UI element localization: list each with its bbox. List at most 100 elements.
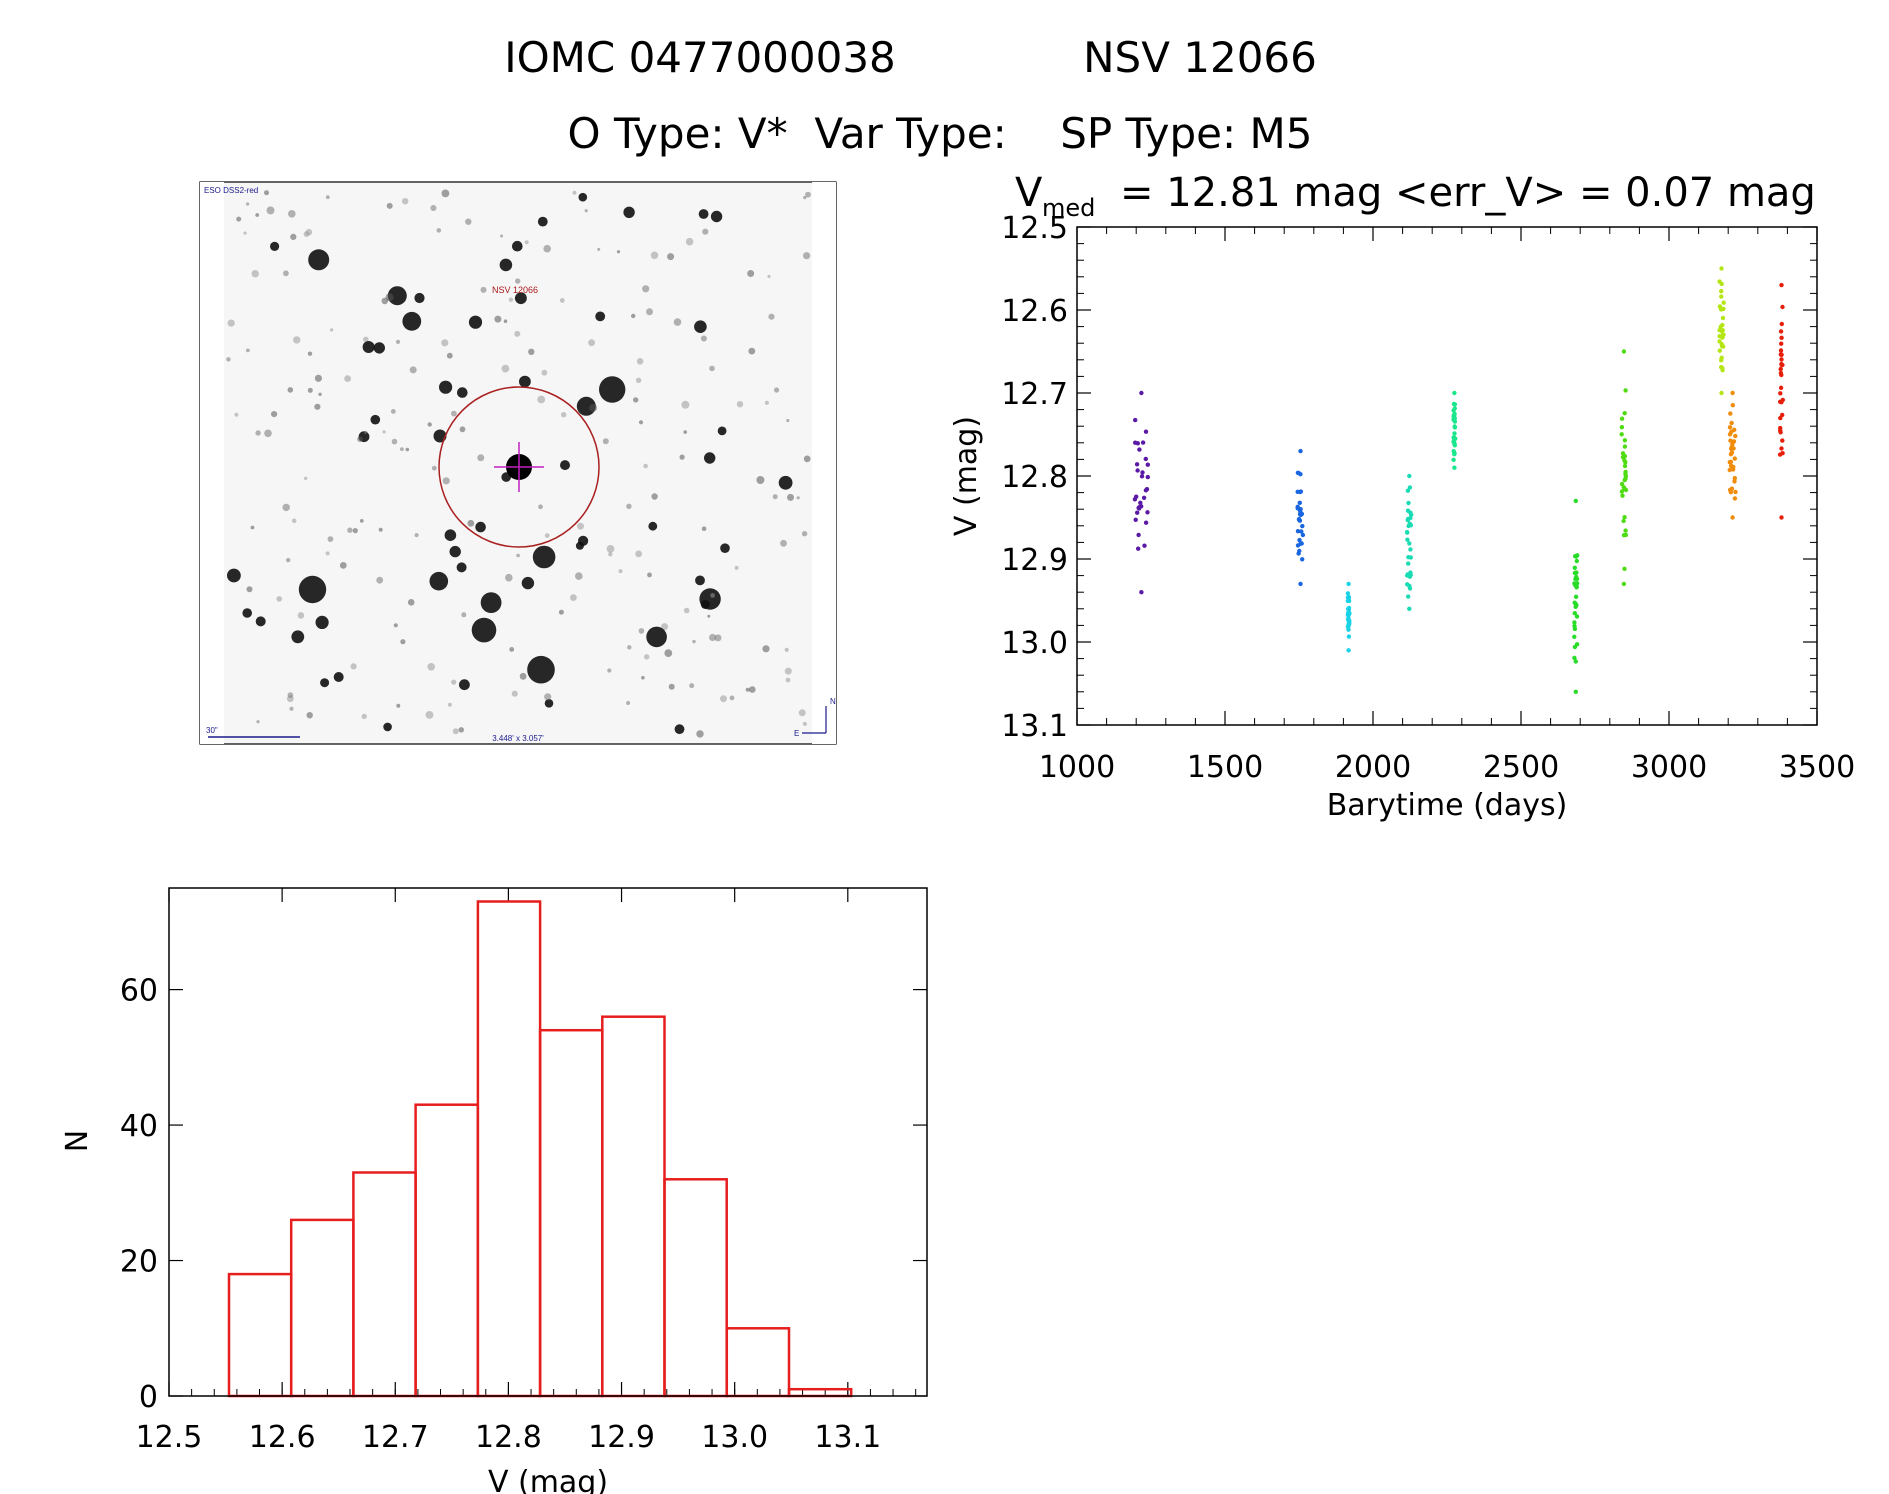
lc-data-point (1404, 529, 1410, 535)
lc-data-point (1572, 620, 1577, 625)
field-star (250, 525, 255, 530)
field-star (685, 237, 694, 246)
lc-x-axis-label: Barytime (days) (1327, 788, 1568, 823)
lc-data-point (1780, 304, 1785, 310)
lc-data-point (1779, 321, 1785, 327)
lc-data-point (1143, 456, 1149, 462)
field-star (589, 404, 597, 412)
field-star (575, 541, 584, 550)
lc-data-point (1729, 450, 1735, 455)
field-star (599, 376, 626, 403)
field-star (717, 426, 727, 436)
lc-data-point (1732, 476, 1738, 481)
field-star (339, 562, 347, 569)
field-star (461, 612, 467, 618)
lc-data-point (1298, 448, 1303, 454)
field-star (436, 228, 442, 233)
finder-right-margin (812, 182, 836, 744)
field-star (543, 244, 551, 253)
field-star (623, 206, 635, 218)
field-star (287, 387, 294, 393)
field-star (544, 693, 552, 701)
lc-data-point (1296, 517, 1302, 522)
field-star (439, 380, 453, 394)
field-star (315, 615, 329, 630)
finder-chart: ESO DSS2-red NSV 12066 30" 3.448' x 3.05… (199, 181, 837, 745)
field-star (303, 231, 310, 238)
lc-data-point (1779, 341, 1784, 346)
lc-data-point (1573, 689, 1579, 694)
lc-data-point (1297, 512, 1303, 517)
lc-data-point (1297, 537, 1302, 543)
field-star (477, 454, 485, 462)
field-star (505, 573, 513, 582)
field-star (537, 395, 546, 404)
field-star (306, 712, 313, 719)
field-star (801, 531, 808, 537)
field-star (304, 476, 308, 480)
lc-data-point (1573, 594, 1579, 599)
lc-data-point (1298, 581, 1303, 587)
field-star (784, 647, 789, 653)
object-name-title: NSV 12066 (1083, 33, 1317, 82)
field-star (689, 683, 695, 689)
field-star (402, 198, 409, 205)
lc-data-point (1405, 537, 1410, 542)
field-star (429, 571, 449, 591)
lc-y-tick-label: 13.0 (1001, 626, 1068, 661)
field-star (694, 320, 707, 334)
field-star (393, 623, 398, 628)
field-star (714, 634, 722, 642)
field-star (803, 252, 811, 260)
field-star (701, 526, 707, 531)
lc-data-point (1452, 431, 1457, 436)
lc-data-point (1622, 438, 1628, 443)
field-star (376, 576, 384, 584)
field-star (729, 695, 735, 701)
lc-x-tick-label: 2000 (1335, 750, 1411, 785)
field-star (387, 286, 407, 306)
field-star (236, 216, 242, 222)
field-star (503, 319, 508, 324)
lc-data-point (1145, 462, 1151, 467)
lc-data-point (1409, 512, 1414, 517)
lc-data-point (1780, 362, 1785, 368)
lc-data-point (1779, 515, 1784, 520)
field-star (616, 250, 621, 254)
lc-data-point (1298, 507, 1303, 512)
lc-data-point (1732, 479, 1737, 484)
field-star (508, 297, 514, 302)
lc-data-point (1140, 470, 1145, 475)
field-star (256, 720, 260, 724)
field-star (704, 452, 716, 464)
lc-data-point (1778, 391, 1783, 396)
field-star (673, 318, 682, 326)
field-star (291, 518, 297, 524)
field-star (362, 341, 375, 353)
field-star (264, 429, 272, 438)
lc-data-point (1135, 510, 1140, 515)
field-star (768, 313, 775, 320)
lc-data-point (1623, 471, 1628, 477)
lc-data-point (1347, 611, 1352, 616)
lc-data-point (1407, 521, 1413, 526)
field-star (785, 677, 791, 683)
field-star (559, 298, 565, 303)
field-star (325, 195, 330, 200)
field-star (648, 521, 658, 531)
lc-y-axis-label: V (mag) (949, 416, 984, 536)
lc-data-point (1298, 489, 1304, 494)
field-star (602, 438, 609, 445)
lc-data-point (1451, 401, 1457, 407)
field-star (635, 377, 642, 383)
field-star (290, 233, 297, 240)
lc-data-point (1295, 470, 1301, 475)
hist-bar (476, 900, 542, 1398)
histogram-chart: 12.5 12.6 12.7 12.8 12.9 13.0 13.1 0 20 40 60 V (m… (60, 887, 928, 1494)
field-star (414, 533, 419, 538)
field-star (467, 519, 475, 527)
lc-data-point (1139, 474, 1145, 479)
field-star (516, 553, 520, 558)
field-star (643, 463, 648, 469)
lc-data-point (1621, 485, 1627, 490)
